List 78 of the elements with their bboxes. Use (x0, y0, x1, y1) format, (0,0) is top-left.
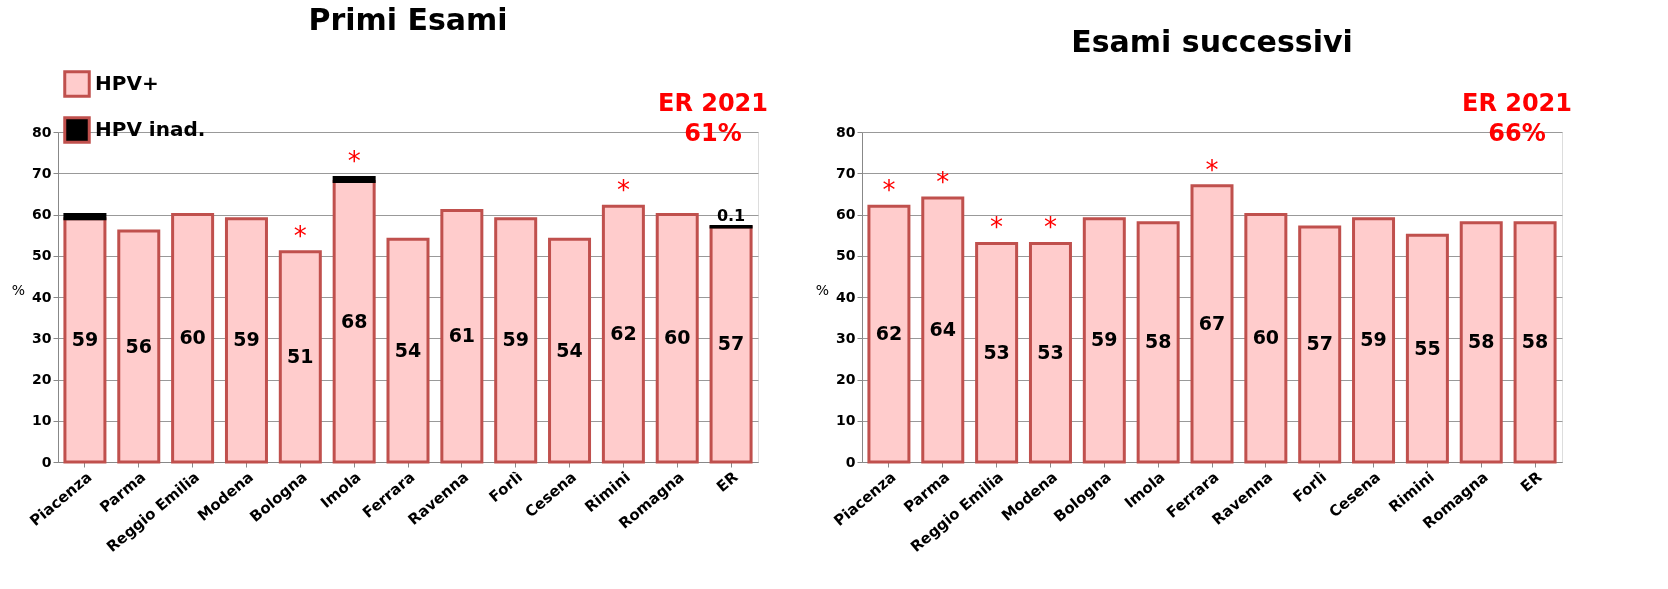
bar (494, 217, 538, 464)
y-tick-label: 0 (41, 453, 52, 470)
data-label: 59 (1091, 328, 1118, 351)
data-label: 59 (1360, 328, 1387, 351)
legend-label: HPV+ (95, 71, 159, 95)
bar (440, 208, 484, 464)
bar (655, 213, 699, 464)
bar (278, 250, 322, 464)
x-tick-label: ER (1517, 467, 1546, 496)
data-label: 61 (448, 324, 476, 347)
data-label: 54 (394, 338, 422, 361)
y-tick-label: 70 (32, 164, 52, 181)
y-tick-label: 80 (836, 123, 856, 140)
annotation: * (936, 167, 950, 197)
data-label: 60 (1252, 326, 1280, 349)
data-label: 58 (1468, 330, 1495, 353)
annotation: * (990, 212, 1004, 243)
y-tick-label: 60 (32, 206, 52, 222)
y-tick-label: 20 (32, 371, 52, 387)
bar (601, 204, 645, 464)
y-tick-label: 60 (836, 206, 856, 222)
bar (63, 213, 107, 221)
y-axis-title: % (815, 281, 830, 298)
bar (332, 180, 376, 464)
data-label: 53 (1037, 340, 1064, 363)
data-label: 58 (1521, 330, 1549, 353)
chart-title: Esami successivi (1071, 24, 1353, 59)
bar (709, 225, 753, 464)
data-label: 62 (875, 322, 903, 345)
y-tick-label: 20 (836, 371, 856, 387)
bar (63, 217, 107, 464)
annotation: * (1043, 212, 1057, 243)
data-label: 67 (1198, 311, 1226, 334)
x-tick-label: ER (713, 467, 742, 496)
data-label: 60 (179, 326, 206, 349)
data-label: 59 (71, 328, 99, 351)
bar (548, 237, 592, 464)
data-label: 55 (1414, 336, 1441, 359)
y-tick-label: 50 (32, 247, 52, 264)
bar (332, 175, 376, 183)
bar (117, 229, 161, 464)
data-label: 58 (1144, 330, 1172, 353)
y-tick-label: 80 (32, 123, 52, 140)
annotation: ER 2021 66% (1461, 89, 1573, 147)
data-label: 0.1 (716, 206, 746, 226)
data-label: 51 (287, 344, 314, 367)
y-tick-label: 30 (32, 329, 52, 346)
annotation: * (1205, 154, 1219, 185)
annotation: * (347, 146, 361, 177)
y-tick-label: 70 (836, 164, 856, 181)
annotation: * (616, 175, 630, 206)
data-label: 59 (502, 328, 529, 351)
y-tick-label: 0 (845, 453, 856, 470)
y-tick-label: 30 (836, 329, 856, 346)
bar (224, 217, 268, 464)
data-label: 57 (1306, 332, 1333, 355)
data-label: 56 (125, 334, 152, 357)
data-label: 64 (929, 318, 956, 340)
y-tick-label: 40 (836, 288, 856, 305)
annotation: ER 2021 61% (657, 89, 769, 147)
bar (386, 237, 430, 464)
y-tick-label: 10 (32, 412, 52, 429)
chart-title: Primi Esami (308, 2, 508, 37)
data-label: 59 (233, 328, 260, 351)
data-label: 62 (610, 322, 637, 345)
y-axis-title: % (11, 281, 26, 298)
data-label: 68 (340, 309, 368, 332)
data-label: 54 (556, 338, 583, 361)
annotation: * (882, 175, 896, 206)
y-tick-label: 40 (32, 288, 52, 305)
y-tick-label: 10 (836, 412, 856, 429)
bar (171, 213, 215, 464)
y-tick-label: 50 (836, 247, 856, 264)
data-label: 60 (664, 326, 691, 349)
data-label: 53 (983, 340, 1010, 363)
legend-label: HPV inad. (95, 117, 206, 141)
annotation: * (293, 220, 307, 251)
data-label: 57 (717, 332, 745, 355)
